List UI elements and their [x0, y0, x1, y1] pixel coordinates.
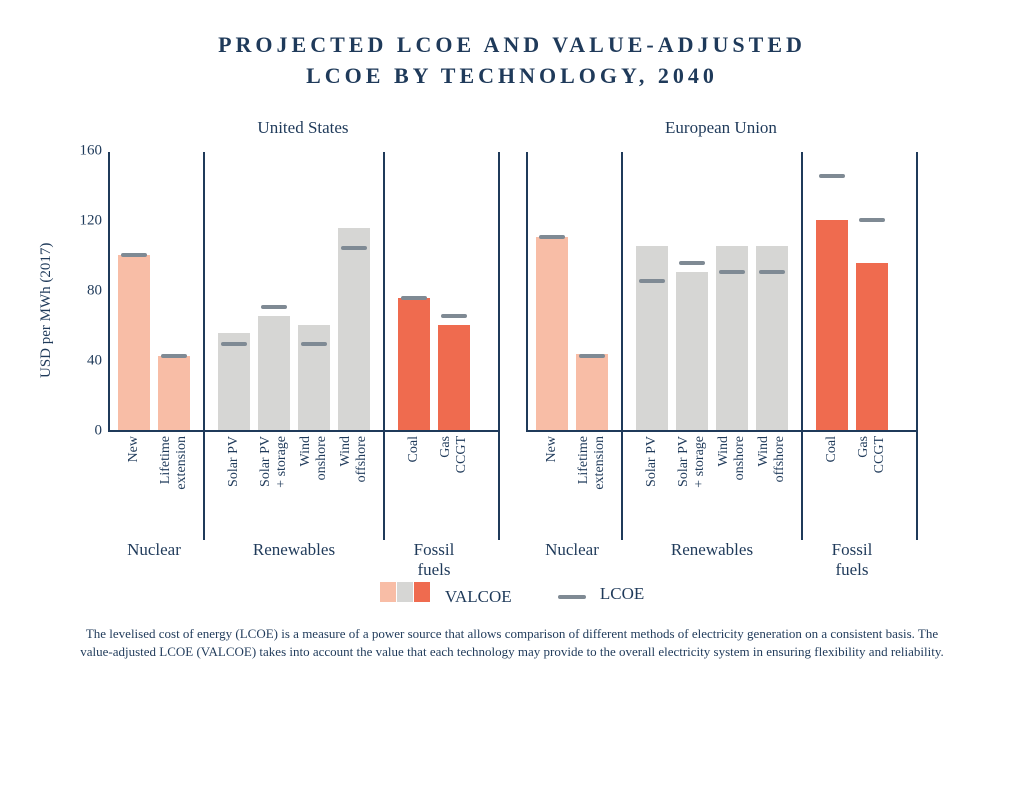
- bar: [398, 298, 430, 429]
- panel-title: United States: [108, 118, 498, 138]
- lcoe-marker: [161, 354, 187, 358]
- ytick-label: 120: [80, 212, 103, 229]
- lcoe-marker: [639, 279, 665, 283]
- legend-valcoe-label: VALCOE: [445, 587, 512, 606]
- ytick-label: 80: [87, 282, 102, 299]
- lcoe-marker: [261, 305, 287, 309]
- bar-label: Windoffshore: [338, 436, 370, 482]
- bar-label: Solar PV+ storage: [258, 436, 290, 488]
- legend-swatch-nuclear: [380, 582, 396, 602]
- bar-label: Solar PV+ storage: [676, 436, 708, 488]
- bar-label: Coal: [406, 436, 422, 462]
- bar-label: New: [126, 436, 142, 462]
- bar-label: Lifetimeextension: [576, 436, 608, 490]
- lcoe-marker: [719, 270, 745, 274]
- chart-title: PROJECTED LCOE AND VALUE-ADJUSTED LCOE B…: [40, 30, 984, 92]
- lcoe-marker: [579, 354, 605, 358]
- bar: [118, 255, 150, 430]
- lcoe-marker: [759, 270, 785, 274]
- bar-label: Lifetimeextension: [158, 436, 190, 490]
- bar-label: New: [544, 436, 560, 462]
- group-label: Fossil fuels: [816, 540, 888, 580]
- plot-right-border: [498, 152, 500, 540]
- legend: VALCOE LCOE: [40, 582, 984, 607]
- bar-label: Solar PV: [226, 436, 242, 487]
- bar: [258, 316, 290, 430]
- lcoe-marker: [121, 253, 147, 257]
- bar: [218, 333, 250, 429]
- panel-1: European Union NewLifetimeextensionNuclea…: [526, 118, 916, 432]
- lcoe-marker: [859, 218, 885, 222]
- lcoe-marker: [679, 261, 705, 265]
- legend-valcoe: VALCOE: [380, 582, 512, 607]
- bar: [298, 325, 330, 430]
- panel-title: European Union: [526, 118, 916, 138]
- group-separator: [621, 152, 623, 540]
- group-label: Nuclear: [536, 540, 608, 560]
- plot-area: 04080120160NewLifetimeextensionNuclearSo…: [108, 152, 498, 432]
- bar: [676, 272, 708, 430]
- bar: [576, 354, 608, 429]
- lcoe-marker: [221, 342, 247, 346]
- panels-row: USD per MWh (2017) United States 04080120…: [40, 118, 984, 432]
- bar: [438, 325, 470, 430]
- bar-label: Coal: [824, 436, 840, 462]
- footnote: The levelised cost of energy (LCOE) is a…: [72, 625, 952, 661]
- bar: [158, 356, 190, 430]
- legend-lcoe: LCOE: [558, 584, 645, 604]
- bar: [816, 220, 848, 430]
- ytick-label: 40: [87, 352, 102, 369]
- group-label: Renewables: [218, 540, 370, 560]
- group-label: Renewables: [636, 540, 788, 560]
- lcoe-marker: [539, 235, 565, 239]
- legend-lcoe-line: [558, 595, 586, 599]
- plot-area: NewLifetimeextensionNuclearSolar PVSolar…: [526, 152, 916, 432]
- bar: [856, 263, 888, 429]
- group-separator: [801, 152, 803, 540]
- panel-0: United States 04080120160NewLifetimeexten…: [108, 118, 498, 432]
- ytick-label: 160: [80, 142, 103, 159]
- legend-swatch-renew: [397, 582, 413, 602]
- bar-label: Windonshore: [298, 436, 330, 480]
- legend-lcoe-label: LCOE: [600, 584, 644, 603]
- y-axis-label: USD per MWh (2017): [38, 242, 55, 377]
- bar: [636, 246, 668, 430]
- bar-label: GasCCGT: [856, 436, 888, 473]
- group-label: Nuclear: [118, 540, 190, 560]
- lcoe-marker: [301, 342, 327, 346]
- lcoe-marker: [441, 314, 467, 318]
- group-separator: [203, 152, 205, 540]
- bar: [338, 228, 370, 429]
- group-label: Fossil fuels: [398, 540, 470, 580]
- title-line-1: PROJECTED LCOE AND VALUE-ADJUSTED: [218, 32, 806, 57]
- legend-swatch-fossil: [414, 582, 430, 602]
- ytick-label: 0: [95, 422, 103, 439]
- lcoe-marker: [819, 174, 845, 178]
- bar-label: GasCCGT: [438, 436, 470, 473]
- plot-right-border: [916, 152, 918, 540]
- bar-label: Solar PV: [644, 436, 660, 487]
- bar-label: Windoffshore: [756, 436, 788, 482]
- bar-label: Windonshore: [716, 436, 748, 480]
- title-line-2: LCOE BY TECHNOLOGY, 2040: [306, 63, 718, 88]
- bar: [536, 237, 568, 430]
- lcoe-marker: [341, 246, 367, 250]
- group-separator: [383, 152, 385, 540]
- lcoe-marker: [401, 296, 427, 300]
